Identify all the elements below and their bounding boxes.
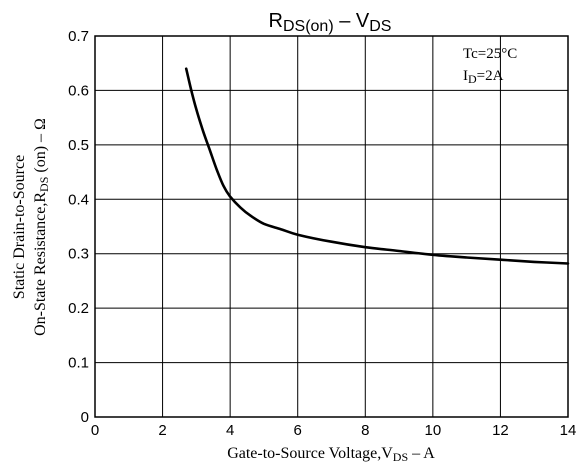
y-tick-label: 0.4 [68,191,89,208]
y-tick-label: 0.2 [68,300,89,317]
y-tick-label: 0 [81,409,89,426]
y-axis-label-line1: Static Drain-to-Source [11,155,28,299]
x-tick-label: 14 [560,422,577,439]
y-tick-label: 0.1 [68,355,89,372]
x-tick-label: 0 [91,422,99,439]
id-annotation: ID=2A [463,68,504,86]
y-tick-label: 0.6 [68,82,89,99]
x-tick-label: 10 [425,422,442,439]
y-tick-label: 0.3 [68,246,89,263]
x-tick-label: 2 [158,422,166,439]
plot-frame [94,35,569,418]
x-tick-label: 6 [294,422,302,439]
y-tick-label: 0.5 [68,137,89,154]
x-tick-label: 8 [361,422,369,439]
y-axis-label-line2: On-State Resistance,RDS (on) – Ω [32,118,51,336]
rds-curve-line [184,67,570,265]
test-conditions: Tc=25°C ID=2A [463,46,517,86]
y-tick-label: 0.7 [68,28,89,45]
x-axis-label: Gate-to-Source Voltage,VDS – A [227,445,435,464]
y-axis-label: Static Drain-to-Source On-State Resistan… [11,118,51,336]
tick-labels: 0 2 4 6 8 10 12 14 0 0.1 0.2 0.3 0.4 0.5 0.6 0.7 [68,28,576,439]
x-tick-label: 4 [226,422,234,439]
grid-lines [94,35,569,418]
chart-title: RDS(on) – VDS [269,10,392,35]
x-tick-label: 12 [492,422,509,439]
tc-annotation: Tc=25°C [463,46,517,62]
